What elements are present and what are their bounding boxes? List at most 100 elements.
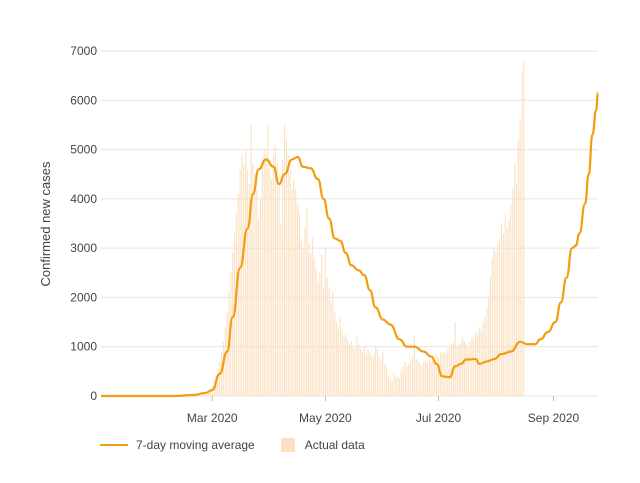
actual-data-bar (515, 184, 517, 396)
actual-data-bar (311, 238, 313, 396)
x-axis-ticks: Mar 2020 May 2020 Jul 2020 Sep 2020 (187, 396, 580, 425)
actual-data-bar (380, 361, 382, 396)
actual-data-bar (287, 154, 289, 396)
actual-data-bar (413, 336, 415, 396)
actual-data-bar (417, 361, 419, 396)
actual-data-bar (272, 154, 275, 396)
y-tick-label: 4000 (70, 192, 97, 206)
actual-data-bar (317, 282, 319, 396)
actual-data-bar (376, 349, 378, 396)
actual-data-bar (315, 267, 317, 396)
actual-data-bar (406, 366, 408, 396)
actual-data-bar (289, 169, 291, 396)
actual-data-bar (276, 164, 278, 396)
actual-data-bar (245, 149, 247, 396)
actual-data-bar (475, 331, 477, 396)
actual-data-bar (460, 341, 462, 396)
actual-data-bar (319, 272, 321, 396)
actual-data-bar (462, 336, 464, 396)
actual-data-bar (502, 233, 504, 396)
actual-data-bar (298, 213, 300, 396)
actual-data-bar (361, 351, 364, 396)
actual-data-bar (354, 349, 356, 396)
actual-data-bar (499, 238, 501, 396)
actual-data-bar (393, 373, 395, 396)
actual-data-bar (280, 223, 282, 396)
actual-data-bar (200, 394, 202, 396)
actual-data-bar (411, 356, 414, 396)
actual-data-bar (295, 189, 297, 396)
actual-data-bar (469, 341, 471, 396)
actual-data-bar (521, 70, 523, 396)
actual-data-bar (402, 366, 404, 396)
actual-data-bar (302, 248, 304, 396)
actual-data-bar (493, 248, 495, 396)
y-tick-label: 1000 (70, 340, 97, 354)
actual-data-bar (337, 327, 339, 396)
actual-data-bar (428, 359, 430, 396)
x-tick-label: May 2020 (299, 411, 352, 425)
actual-data-bar (378, 356, 380, 396)
actual-data-bar (222, 341, 224, 396)
actual-data-bar (241, 154, 243, 396)
actual-data-bar (386, 366, 388, 396)
actual-data-bar (465, 344, 467, 396)
actual-data-bar (491, 258, 493, 396)
y-tick-label: 2000 (70, 290, 97, 304)
actual-data-bar (352, 346, 354, 396)
actual-data-bar (265, 154, 267, 396)
legend-item-moving-average[interactable]: 7-day moving average (100, 438, 255, 452)
actual-data-bar (269, 169, 271, 396)
actual-data-bar (513, 164, 516, 396)
actual-data-bar (313, 258, 315, 396)
actual-data-bar (523, 60, 525, 396)
actual-data-bar (209, 389, 211, 396)
actual-data-bar (335, 322, 338, 396)
actual-data-bar (224, 327, 226, 396)
actual-data-bar (291, 189, 293, 396)
actual-data-bar (488, 297, 490, 396)
actual-data-bar (445, 352, 447, 396)
actual-data-bar (467, 346, 469, 396)
actual-data-bar (339, 317, 341, 396)
actual-data-bar (373, 354, 375, 396)
actual-data-bar (306, 208, 308, 396)
actual-data-bar (374, 346, 377, 396)
actual-data-bar (391, 381, 393, 396)
actual-data-bar (256, 189, 258, 396)
actual-data-bar (237, 193, 239, 396)
actual-data-bar (400, 370, 402, 396)
actual-data-bar (304, 228, 306, 396)
actual-data-bar (447, 349, 449, 396)
actual-data-bar (463, 341, 466, 396)
legend-label-moving-average: 7-day moving average (136, 438, 255, 452)
legend-box-swatch (280, 438, 295, 452)
actual-data-bar (395, 377, 397, 396)
actual-data-bar (248, 184, 250, 396)
actual-data-bar (424, 360, 427, 396)
actual-data-bar (297, 203, 299, 396)
actual-data-bar (501, 223, 503, 396)
actual-data-bar (471, 336, 473, 396)
grid-lines (101, 50, 598, 397)
actual-data-bar (348, 344, 351, 396)
actual-data-bar (356, 336, 358, 396)
actual-data-bar (399, 378, 401, 396)
actual-data-bar (410, 361, 412, 396)
y-tick-label: 7000 (70, 44, 97, 58)
actual-data-bar (328, 287, 330, 396)
actual-data-bar (321, 253, 323, 396)
actual-data-bar (508, 218, 510, 396)
y-tick-label: 0 (90, 389, 97, 403)
actual-data-bar (204, 393, 206, 396)
legend-item-actual-data[interactable]: Actual data (280, 438, 365, 452)
actual-data-bar (258, 218, 260, 396)
actual-data-bar (436, 355, 438, 396)
actual-data-bar (334, 312, 336, 396)
x-tick-label: Jul 2020 (416, 411, 462, 425)
actual-data-bar (284, 124, 286, 396)
y-axis-ticks: 0 1000 2000 3000 4000 5000 6000 7000 (70, 44, 97, 403)
actual-data-bar (389, 378, 391, 396)
actual-data-bar (293, 179, 295, 396)
actual-data-bar (263, 149, 265, 396)
